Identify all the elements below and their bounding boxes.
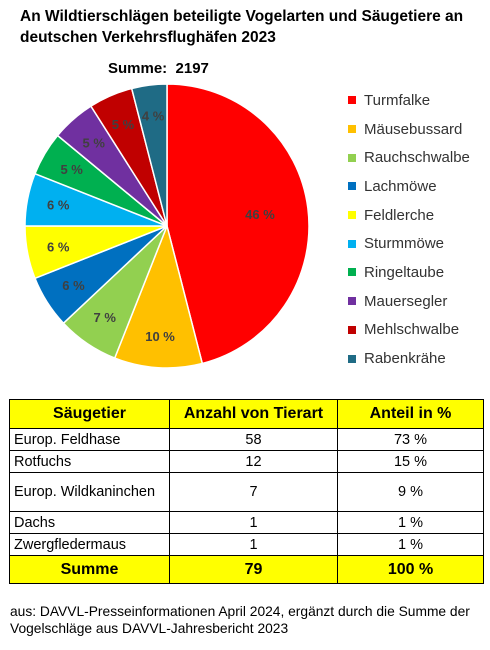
bird-total-label: Summe: (108, 60, 168, 77)
legend-item-8: Mehlschwalbe (348, 316, 490, 345)
pie-slice-1 (113, 223, 204, 369)
legend-item-1: Mäusebussard (348, 115, 490, 144)
legend-swatch (348, 182, 356, 191)
table-row: Europ. Wildkaninchen 7 9 % (9, 472, 484, 512)
legend-swatch (348, 354, 356, 363)
legend-item-9: Rabenkrähe (348, 344, 490, 373)
row-count: 7 (169, 472, 338, 512)
row-share: 73 % (337, 428, 484, 451)
pie-label-6: 5 % (60, 162, 83, 177)
chart-title: An Wildtierschlägen beteiligte Vogelarte… (20, 8, 464, 46)
pie-label-5: 6 % (47, 198, 70, 213)
legend-label: Lachmöwe (364, 177, 437, 195)
row-species: Europ. Wildkaninchen (9, 472, 170, 512)
pie-label-0: 46 % (245, 207, 275, 222)
source-note: aus: DAVVL-Presseinformationen April 202… (10, 604, 470, 636)
legend-item-4: Feldlerche (348, 201, 490, 230)
bird-total-value: 2197 (175, 60, 209, 77)
pie-label-7: 5 % (83, 135, 106, 150)
table-row: Dachs 1 1 % (9, 511, 484, 534)
pie-label-2: 7 % (94, 310, 117, 325)
mammal-table: Säugetier Anzahl von Tierart Anteil in %… (9, 399, 484, 584)
legend-swatch (348, 125, 356, 134)
total-count: 79 (169, 555, 338, 584)
row-count: 1 (169, 511, 338, 534)
pie-label-9: 4 % (142, 109, 165, 124)
table-row: Zwergfledermaus 1 1 % (9, 533, 484, 556)
pie-label-4: 6 % (47, 239, 70, 254)
legend-label: Mauersegler (364, 292, 448, 310)
legend-item-5: Sturmmöwe (348, 229, 490, 258)
pie-slice-0 (166, 83, 310, 365)
table-header-row: Säugetier Anzahl von Tierart Anteil in % (9, 399, 484, 429)
legend-item-6: Ringeltaube (348, 258, 490, 287)
chart-legend: Turmfalke Mäusebussard Rauchschwalbe Lachmö… (348, 86, 490, 373)
legend-item-0: Turmfalke (348, 86, 490, 115)
row-count: 58 (169, 428, 338, 451)
row-species: Rotfuchs (9, 450, 170, 473)
legend-swatch (348, 268, 356, 277)
legend-item-2: Rauchschwalbe (348, 143, 490, 172)
legend-label: Feldlerche (364, 206, 435, 224)
legend-swatch (348, 325, 356, 334)
legend-label: Rauchschwalbe (364, 149, 470, 167)
row-count: 12 (169, 450, 338, 473)
row-share: 15 % (337, 450, 484, 473)
row-share: 1 % (337, 533, 484, 556)
row-species: Zwergfledermaus (9, 533, 170, 556)
legend-label: Mehlschwalbe (364, 321, 460, 339)
legend-swatch (348, 153, 356, 162)
table-row: Rotfuchs 12 15 % (9, 450, 484, 473)
row-share: 9 % (337, 472, 484, 512)
pie-label-8: 5 % (112, 117, 135, 132)
legend-item-7: Mauersegler (348, 287, 490, 316)
pie-chart: 46 %10 %7 %6 %6 %6 %5 %5 %5 %4 % (24, 83, 310, 369)
total-label: Summe (9, 555, 170, 584)
pie-label-1: 10 % (145, 329, 175, 344)
row-count: 1 (169, 533, 338, 556)
row-share: 1 % (337, 511, 484, 534)
bird-total: Summe: 2197 (108, 60, 209, 77)
legend-swatch (348, 211, 356, 220)
row-species: Europ. Feldhase (9, 428, 170, 451)
legend-swatch (348, 297, 356, 306)
legend-label: Sturmmöwe (364, 235, 445, 253)
legend-swatch (348, 96, 356, 105)
table-total-row: Summe 79 100 % (9, 555, 484, 584)
legend-swatch (348, 239, 356, 248)
legend-label: Turmfalke (364, 91, 431, 109)
header-count: Anzahl von Tierart (169, 399, 338, 429)
pie-label-3: 6 % (62, 278, 85, 293)
row-species: Dachs (9, 511, 170, 534)
legend-label: Ringeltaube (364, 263, 445, 281)
legend-label: Mäusebussard (364, 120, 463, 138)
legend-label: Rabenkrähe (364, 350, 446, 368)
total-share: 100 % (337, 555, 484, 584)
table-row: Europ. Feldhase 58 73 % (9, 428, 484, 451)
legend-item-3: Lachmöwe (348, 172, 490, 201)
header-share: Anteil in % (337, 399, 484, 429)
header-species: Säugetier (9, 399, 170, 429)
pie-slice-9 (130, 83, 168, 227)
